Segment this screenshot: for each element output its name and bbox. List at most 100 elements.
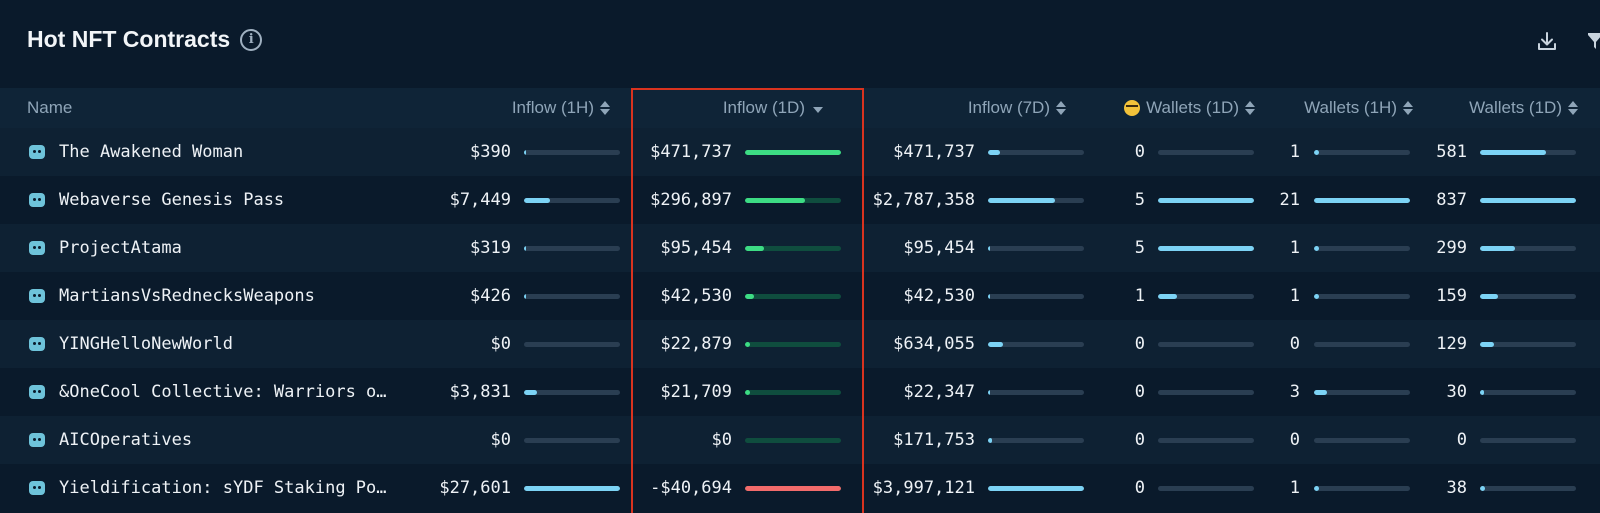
column-header-smart-wallets-1d[interactable]: Wallets (1D) xyxy=(1124,88,1255,128)
contract-name-cell[interactable]: The Awakened Woman xyxy=(29,128,414,176)
wallets-1d-bar xyxy=(1480,486,1576,491)
inflow-1d-value: $296,897 xyxy=(650,190,732,210)
inflow-1h-bar xyxy=(524,390,620,395)
wallets-1h-bar xyxy=(1314,150,1410,155)
wallets-1h-value: 1 xyxy=(1289,286,1300,306)
inflow-1d-bar xyxy=(745,486,841,491)
wallets-1h-bar-fill xyxy=(1314,486,1319,491)
inflow-1h-value: $319 xyxy=(470,238,511,258)
column-header-wallets-1h[interactable]: Wallets (1H) xyxy=(1304,88,1413,128)
filter-icon[interactable] xyxy=(1588,31,1600,51)
wallets-1d-bar xyxy=(1480,294,1576,299)
page-header: Hot NFT Contracts i xyxy=(0,0,1600,88)
inflow-7d-bar-fill xyxy=(988,150,1000,155)
wallets-1d-bar xyxy=(1480,150,1576,155)
column-header-inflow-1h[interactable]: Inflow (1H) xyxy=(512,88,610,128)
contract-name-cell[interactable]: &OneCool Collective: Warriors o… xyxy=(29,368,414,416)
wallets-1h-bar xyxy=(1314,438,1410,443)
contract-name[interactable]: Webaverse Genesis Pass xyxy=(59,190,285,210)
contract-name-cell[interactable]: AICOperatives xyxy=(29,416,414,464)
inflow-1h-bar xyxy=(524,486,620,491)
column-header-inflow-7d[interactable]: Inflow (7D) xyxy=(968,88,1066,128)
wallets-1d-bar-fill xyxy=(1480,198,1576,203)
wallets-1h-value: 21 xyxy=(1279,190,1300,210)
table-row[interactable]: &OneCool Collective: Warriors o… $3,831 $2… xyxy=(0,368,1600,416)
info-icon[interactable]: i xyxy=(240,28,263,51)
smart-wallets-1d-value: 0 xyxy=(1134,334,1145,354)
contract-name[interactable]: &OneCool Collective: Warriors o… xyxy=(59,382,387,402)
bot-icon xyxy=(29,193,45,207)
sort-icon[interactable] xyxy=(1568,100,1578,116)
wallets-1d-bar-fill xyxy=(1480,342,1495,347)
inflow-1d-value: $42,530 xyxy=(660,286,732,306)
inflow-1d-bar-fill xyxy=(745,486,841,491)
bot-icon xyxy=(29,241,45,255)
sort-icon[interactable] xyxy=(1245,100,1255,116)
column-header-inflow-1d[interactable]: Inflow (1D) xyxy=(723,88,823,128)
smart-wallets-1d-bar xyxy=(1158,150,1254,155)
sort-icon[interactable] xyxy=(1403,100,1413,116)
contract-name[interactable]: The Awakened Woman xyxy=(59,142,244,162)
inflow-1d-value: $21,709 xyxy=(660,382,732,402)
inflow-7d-value: $22,347 xyxy=(903,382,975,402)
inflow-1d-value: $95,454 xyxy=(660,238,732,258)
contract-name-cell[interactable]: Yieldification: sYDF Staking Po… xyxy=(29,464,414,512)
contract-name[interactable]: YINGHelloNewWorld xyxy=(59,334,233,354)
inflow-7d-bar-fill xyxy=(988,342,1004,347)
contract-name[interactable]: ProjectAtama xyxy=(59,238,182,258)
column-header-label: Name xyxy=(27,98,73,117)
contract-name[interactable]: Yieldification: sYDF Staking Po… xyxy=(59,478,387,498)
page-title: Hot NFT Contracts i xyxy=(27,26,263,53)
smart-wallets-1d-bar xyxy=(1158,486,1254,491)
inflow-1d-bar-fill xyxy=(745,294,754,299)
wallets-1h-bar xyxy=(1314,294,1410,299)
smart-wallets-1d-bar xyxy=(1158,390,1254,395)
sort-desc-icon[interactable] xyxy=(813,100,823,116)
column-header-label: Wallets (1H) xyxy=(1304,98,1397,117)
sort-icon[interactable] xyxy=(1056,100,1066,116)
contract-name-cell[interactable]: ProjectAtama xyxy=(29,224,414,272)
inflow-1h-bar-fill xyxy=(524,246,526,251)
page-title-text: Hot NFT Contracts xyxy=(27,26,231,52)
column-header-wallets-1d[interactable]: Wallets (1D) xyxy=(1469,88,1578,128)
table-row[interactable]: Yieldification: sYDF Staking Po… $27,601 -… xyxy=(0,464,1600,512)
contract-name[interactable]: AICOperatives xyxy=(59,430,193,450)
inflow-7d-bar-fill xyxy=(988,294,990,299)
wallets-1h-bar xyxy=(1314,198,1410,203)
inflow-1h-bar xyxy=(524,150,620,155)
contract-name[interactable]: MartiansVsRednecksWeapons xyxy=(59,286,315,306)
smart-wallets-1d-bar-fill xyxy=(1158,198,1254,203)
inflow-1d-bar-fill xyxy=(745,390,750,395)
contract-name-cell[interactable]: Webaverse Genesis Pass xyxy=(29,176,414,224)
column-header-name[interactable]: Name xyxy=(27,88,72,128)
inflow-1d-value: $471,737 xyxy=(650,142,732,162)
wallets-1d-bar xyxy=(1480,438,1576,443)
contract-name-cell[interactable]: MartiansVsRednecksWeapons xyxy=(29,272,414,320)
wallets-1h-bar-fill xyxy=(1314,294,1319,299)
inflow-1d-bar-fill xyxy=(745,150,841,155)
table-row[interactable]: YINGHelloNewWorld $0 $22,879 $634,055 0 0 129 xyxy=(0,320,1600,368)
table-row[interactable]: AICOperatives $0 $0 $171,753 0 0 0 xyxy=(0,416,1600,464)
inflow-7d-bar xyxy=(988,150,1084,155)
inflow-1h-bar-fill xyxy=(524,390,538,395)
inflow-7d-value: $3,997,121 xyxy=(872,478,975,498)
smart-wallets-1d-bar-fill xyxy=(1158,294,1178,299)
wallets-1d-value: 837 xyxy=(1436,190,1467,210)
wallets-1d-value: 30 xyxy=(1446,382,1467,402)
sort-icon[interactable] xyxy=(600,100,610,116)
table-row[interactable]: MartiansVsRednecksWeapons $426 $42,530 $42,… xyxy=(0,272,1600,320)
inflow-7d-bar-fill xyxy=(988,246,990,251)
download-icon[interactable] xyxy=(1536,30,1558,52)
table-row[interactable]: ProjectAtama $319 $95,454 $95,454 5 1 299 xyxy=(0,224,1600,272)
inflow-1d-bar xyxy=(745,390,841,395)
inflow-7d-value: $471,737 xyxy=(893,142,975,162)
wallets-1d-bar-fill xyxy=(1480,486,1485,491)
wallets-1d-bar-fill xyxy=(1480,246,1515,251)
table-row[interactable]: The Awakened Woman $390 $471,737 $471,737 0 1… xyxy=(0,128,1600,176)
table-row[interactable]: Webaverse Genesis Pass $7,449 $296,897 $2,7… xyxy=(0,176,1600,224)
wallets-1h-value: 1 xyxy=(1289,478,1300,498)
inflow-1h-bar-fill xyxy=(524,150,526,155)
smart-wallets-1d-bar xyxy=(1158,294,1254,299)
wallets-1d-bar-fill xyxy=(1480,390,1484,395)
contract-name-cell[interactable]: YINGHelloNewWorld xyxy=(29,320,414,368)
